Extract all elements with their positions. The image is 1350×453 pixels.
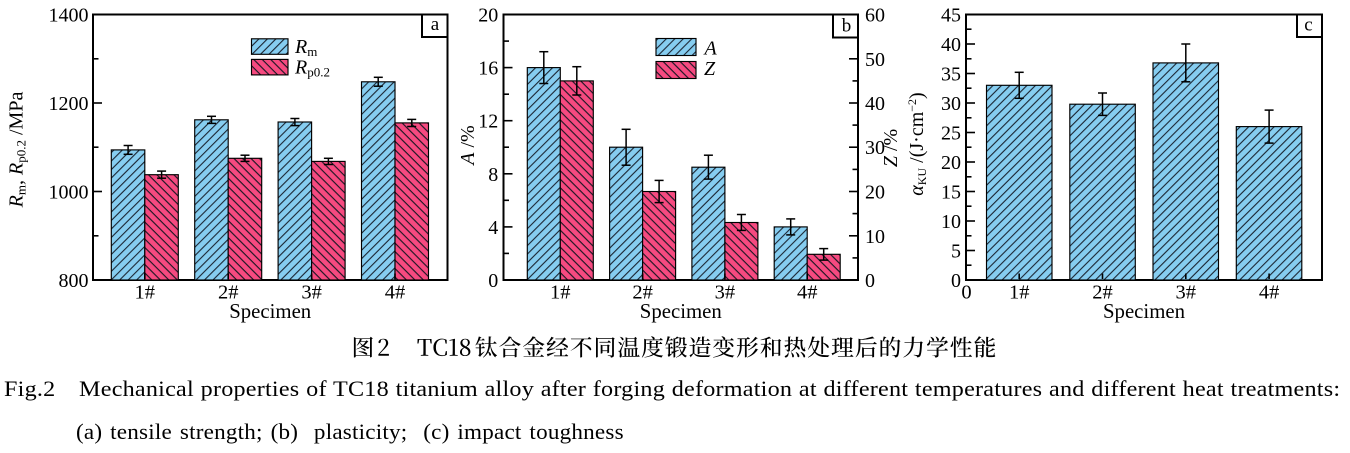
- svg-text:c: c: [1304, 15, 1312, 36]
- svg-text:30: 30: [941, 93, 961, 115]
- svg-text:10: 10: [941, 211, 961, 233]
- svg-text:Specimen: Specimen: [640, 300, 723, 323]
- svg-text:3#: 3#: [1176, 282, 1197, 304]
- svg-text:2#: 2#: [218, 282, 239, 304]
- svg-text:b: b: [842, 16, 852, 37]
- svg-text:800: 800: [59, 270, 89, 292]
- svg-text:4#: 4#: [1259, 282, 1280, 304]
- svg-text:4: 4: [488, 217, 498, 239]
- svg-text:45: 45: [941, 5, 961, 27]
- svg-text:30: 30: [865, 137, 885, 159]
- svg-text:10: 10: [865, 226, 885, 248]
- svg-text:0: 0: [951, 270, 961, 292]
- svg-text:20: 20: [478, 5, 498, 27]
- svg-text:20: 20: [941, 152, 961, 174]
- svg-text:0: 0: [865, 270, 875, 292]
- svg-text:4#: 4#: [797, 282, 818, 304]
- svg-text:2#: 2#: [1092, 282, 1113, 304]
- svg-text:αKU /(J·cm−2): αKU /(J·cm−2): [905, 92, 929, 195]
- svg-text:Specimen: Specimen: [229, 300, 312, 323]
- svg-text:3#: 3#: [715, 282, 736, 304]
- svg-text:A: A: [703, 38, 718, 60]
- svg-text:1400: 1400: [49, 5, 89, 27]
- svg-text:12: 12: [478, 111, 498, 133]
- svg-text:0: 0: [488, 270, 498, 292]
- svg-text:40: 40: [941, 34, 961, 56]
- svg-text:Specimen: Specimen: [1103, 300, 1186, 323]
- svg-text:0: 0: [961, 282, 971, 304]
- svg-text:3#: 3#: [301, 282, 322, 304]
- svg-text:25: 25: [941, 123, 961, 145]
- svg-text:Z /%: Z /%: [880, 129, 902, 167]
- svg-text:A /%: A /%: [457, 125, 479, 166]
- svg-text:Rm, Rp0.2 /MPa: Rm, Rp0.2 /MPa: [6, 92, 29, 209]
- svg-text:1#: 1#: [135, 282, 156, 304]
- svg-text:5: 5: [951, 241, 961, 263]
- svg-text:Z: Z: [704, 58, 716, 80]
- svg-text:a: a: [431, 14, 440, 35]
- svg-text:40: 40: [865, 93, 885, 115]
- svg-text:20: 20: [865, 182, 885, 204]
- svg-text:1200: 1200: [49, 93, 89, 115]
- svg-text:15: 15: [941, 182, 961, 204]
- svg-text:1#: 1#: [1009, 282, 1030, 304]
- svg-text:50: 50: [865, 49, 885, 71]
- svg-text:2#: 2#: [632, 282, 653, 304]
- svg-text:35: 35: [941, 64, 961, 86]
- svg-text:60: 60: [865, 5, 885, 27]
- svg-text:1#: 1#: [550, 282, 571, 304]
- svg-text:8: 8: [488, 164, 498, 186]
- svg-text:4#: 4#: [385, 282, 406, 304]
- svg-text:16: 16: [478, 58, 498, 80]
- svg-text:1000: 1000: [49, 182, 89, 204]
- svg-text:Rp0.2: Rp0.2: [294, 57, 330, 80]
